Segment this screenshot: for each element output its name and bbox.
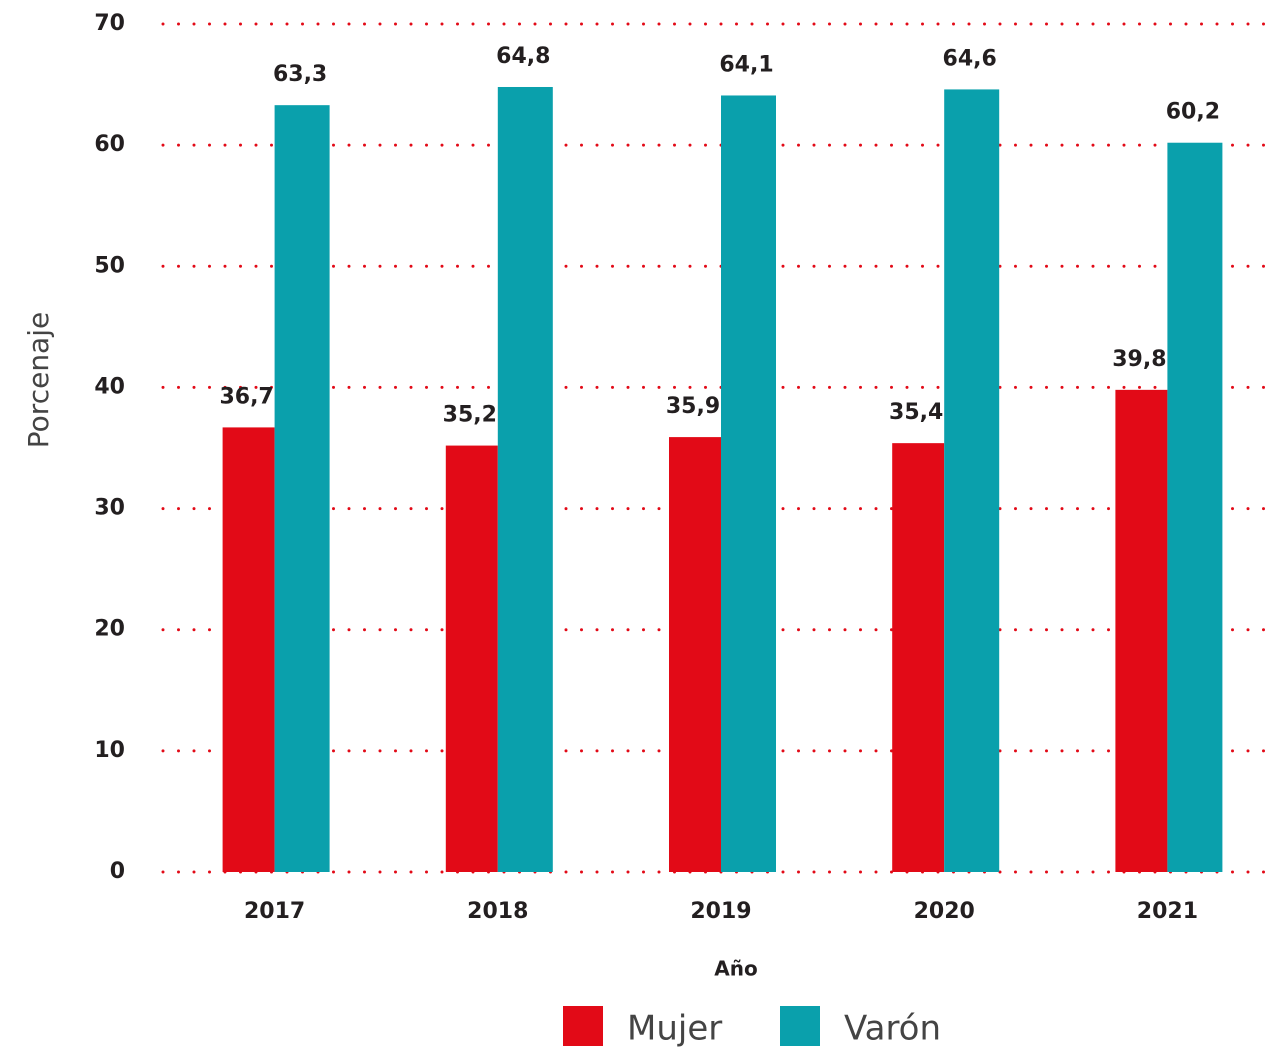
y-tick-label: 10 <box>94 738 125 763</box>
value-label: 36,7 <box>219 384 273 409</box>
value-label: 64,6 <box>943 46 997 71</box>
y-tick-label: 70 <box>94 11 125 36</box>
bar <box>944 89 1000 873</box>
bar <box>445 445 498 872</box>
x-axis-label: Año <box>714 957 757 981</box>
value-label: 35,4 <box>889 400 943 425</box>
bar <box>222 427 275 872</box>
value-label: 64,1 <box>719 52 773 77</box>
legend-label: Mujer <box>627 1009 722 1049</box>
value-label: 63,3 <box>273 62 327 87</box>
value-label: 39,8 <box>1112 347 1166 372</box>
x-tick-label: 2017 <box>244 899 305 924</box>
y-axis-label: Porcenaje <box>22 312 55 448</box>
x-tick-label: 2018 <box>467 899 528 924</box>
value-label: 35,9 <box>666 394 720 419</box>
y-tick-label: 20 <box>94 617 125 642</box>
x-tick-label: 2021 <box>1137 899 1198 924</box>
bar <box>892 443 945 872</box>
y-tick-label: 50 <box>94 253 125 278</box>
y-tick-label: 60 <box>94 132 125 157</box>
x-tick-label: 2019 <box>690 899 751 924</box>
value-label: 35,2 <box>443 403 497 428</box>
value-label: 60,2 <box>1166 100 1220 125</box>
legend-swatch <box>563 1006 603 1046</box>
bar <box>1167 142 1223 873</box>
bar <box>1115 389 1168 872</box>
bar <box>721 95 776 872</box>
x-tick-label: 2020 <box>914 899 975 924</box>
value-label: 64,8 <box>496 44 550 69</box>
y-tick-label: 30 <box>94 496 125 521</box>
bar <box>669 437 721 872</box>
y-tick-label: 40 <box>94 374 125 399</box>
legend-label: Varón <box>844 1009 941 1049</box>
legend-swatch <box>780 1006 820 1046</box>
y-tick-label: 0 <box>110 859 125 884</box>
bar <box>274 105 330 872</box>
bar <box>497 86 553 873</box>
